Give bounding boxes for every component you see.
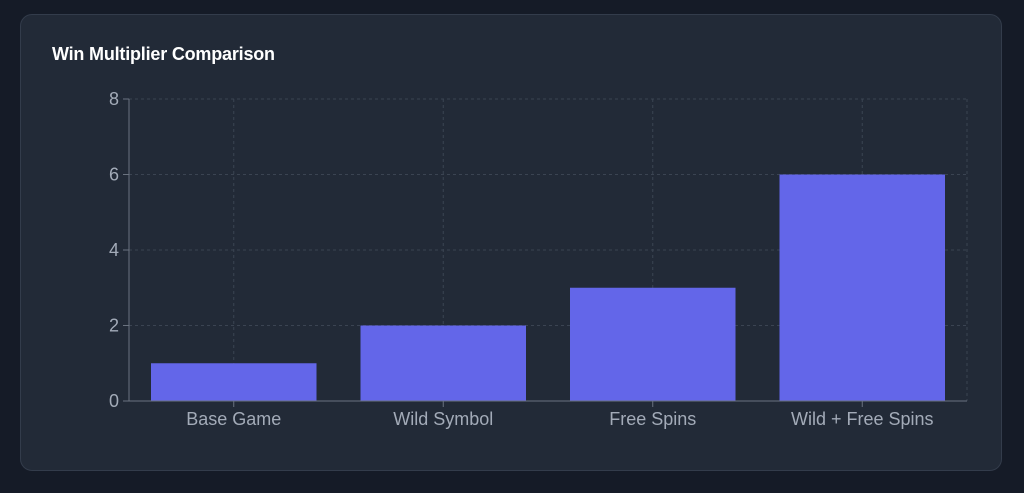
y-tick-label: 8 — [109, 89, 119, 109]
x-tick-label: Wild Symbol — [393, 409, 493, 429]
x-tick-label: Free Spins — [609, 409, 696, 429]
bar-wild-symbol — [360, 325, 527, 401]
x-tick-label: Wild + Free Spins — [791, 409, 934, 429]
chart-title: Win Multiplier Comparison — [52, 44, 275, 64]
y-tick-label: 6 — [109, 165, 119, 185]
bar-base-game — [150, 363, 317, 401]
y-tick-label: 4 — [109, 240, 119, 260]
x-tick-label: Base Game — [186, 409, 281, 429]
y-tick-label: 2 — [109, 316, 119, 336]
y-tick-label: 0 — [109, 391, 119, 411]
bar-wild-free-spins — [779, 174, 946, 401]
bar-free-spins — [569, 287, 736, 401]
